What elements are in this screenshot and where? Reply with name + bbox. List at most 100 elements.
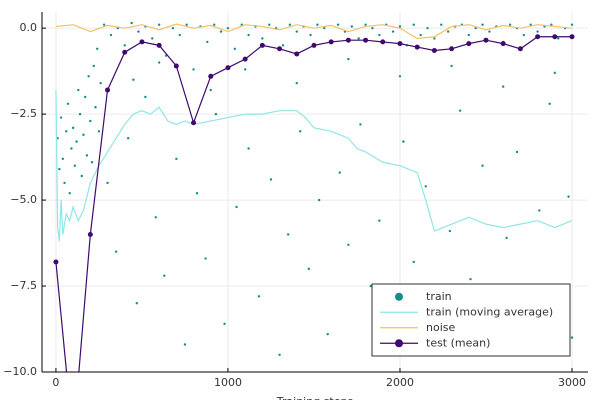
train-point [522,33,526,37]
train-point [309,33,312,37]
test-marker [311,42,317,48]
test-marker [449,46,455,52]
legend: train train (moving average) noise test (me… [371,283,571,357]
train-point [316,23,319,26]
train-point [450,64,453,68]
train-point [87,75,90,78]
train-point [488,30,491,33]
test-marker [139,39,145,45]
train-point [481,164,484,167]
train-point [458,109,462,112]
test-marker [242,56,248,62]
train-point [209,88,212,92]
legend-label: noise [426,321,455,334]
train-point [426,26,429,30]
test-marker [517,46,523,52]
train-point [433,37,436,40]
train-point [261,37,264,40]
train-point [448,229,452,233]
test-marker [552,34,558,40]
train-point [347,243,350,246]
test-marker [105,87,111,93]
y-tick-label: −2.5 [10,107,37,120]
train-point [536,30,539,33]
train-point [89,119,92,123]
train-point [336,23,340,26]
train-point [92,64,95,68]
train-point [85,154,89,157]
train-point [71,126,75,130]
train-point [163,274,166,277]
train-point [132,78,135,81]
train-point [61,157,65,161]
train-point [70,147,73,150]
test-marker [466,41,472,47]
train-point [96,47,99,50]
train-point [269,178,273,181]
train-point [58,167,61,171]
train-point [550,23,553,26]
test-marker [225,65,231,71]
train-point [235,205,238,209]
train-point [398,75,402,78]
train-point [350,25,354,28]
train-point [424,185,427,188]
y-tick-label: −7.5 [10,279,37,292]
train-point [175,157,178,161]
x-axis-label: Training steps [276,395,354,400]
train-point [295,81,298,85]
test-marker [397,41,403,47]
train-point [114,250,118,253]
x-tick-label: 1000 [214,376,242,389]
test-marker [569,34,575,40]
train-point [247,33,250,37]
train-point [446,30,450,33]
y-tick-label: 0.0 [20,21,38,34]
train-point [130,21,133,25]
train-point [307,267,311,271]
test-marker [414,44,420,50]
train-point [80,174,83,178]
train-point [94,106,97,109]
train-point [501,85,505,88]
train-point [75,140,78,143]
train-point [391,30,395,33]
legend-swatch [395,339,403,348]
train-point [154,216,157,219]
train-point [338,171,341,174]
train-point [99,81,102,85]
train-point [59,116,63,119]
test-marker [363,37,369,43]
train-point [369,284,372,288]
train-point [548,102,551,106]
test-marker [431,48,437,54]
train-point [257,295,261,298]
test-marker [156,42,162,48]
train-point [204,257,207,260]
train-point [371,26,374,30]
train-point [226,26,230,30]
train-point [83,95,87,99]
train-point [378,33,381,37]
train-point [529,23,532,26]
x-tick-label: 2000 [386,376,414,389]
train-point [378,219,381,222]
train-point [467,33,470,37]
train-point [68,192,71,195]
test-marker [535,34,541,40]
train-point [73,164,77,167]
train-point [178,33,181,37]
train-point [505,236,508,240]
train-point [247,147,250,150]
train-point [123,44,126,47]
axes: 0 1000 2000 3000 0.0 −2.5 −5.0 −7.5 −10.0 [3,12,588,389]
train-point [299,130,302,133]
train-point [288,23,292,26]
train-point [144,95,147,99]
train-point [557,37,560,40]
legend-swatch [395,292,403,301]
train-point [359,123,362,126]
train-point [412,260,415,264]
train-point [515,150,519,154]
y-tick-label: −10.0 [3,365,37,378]
